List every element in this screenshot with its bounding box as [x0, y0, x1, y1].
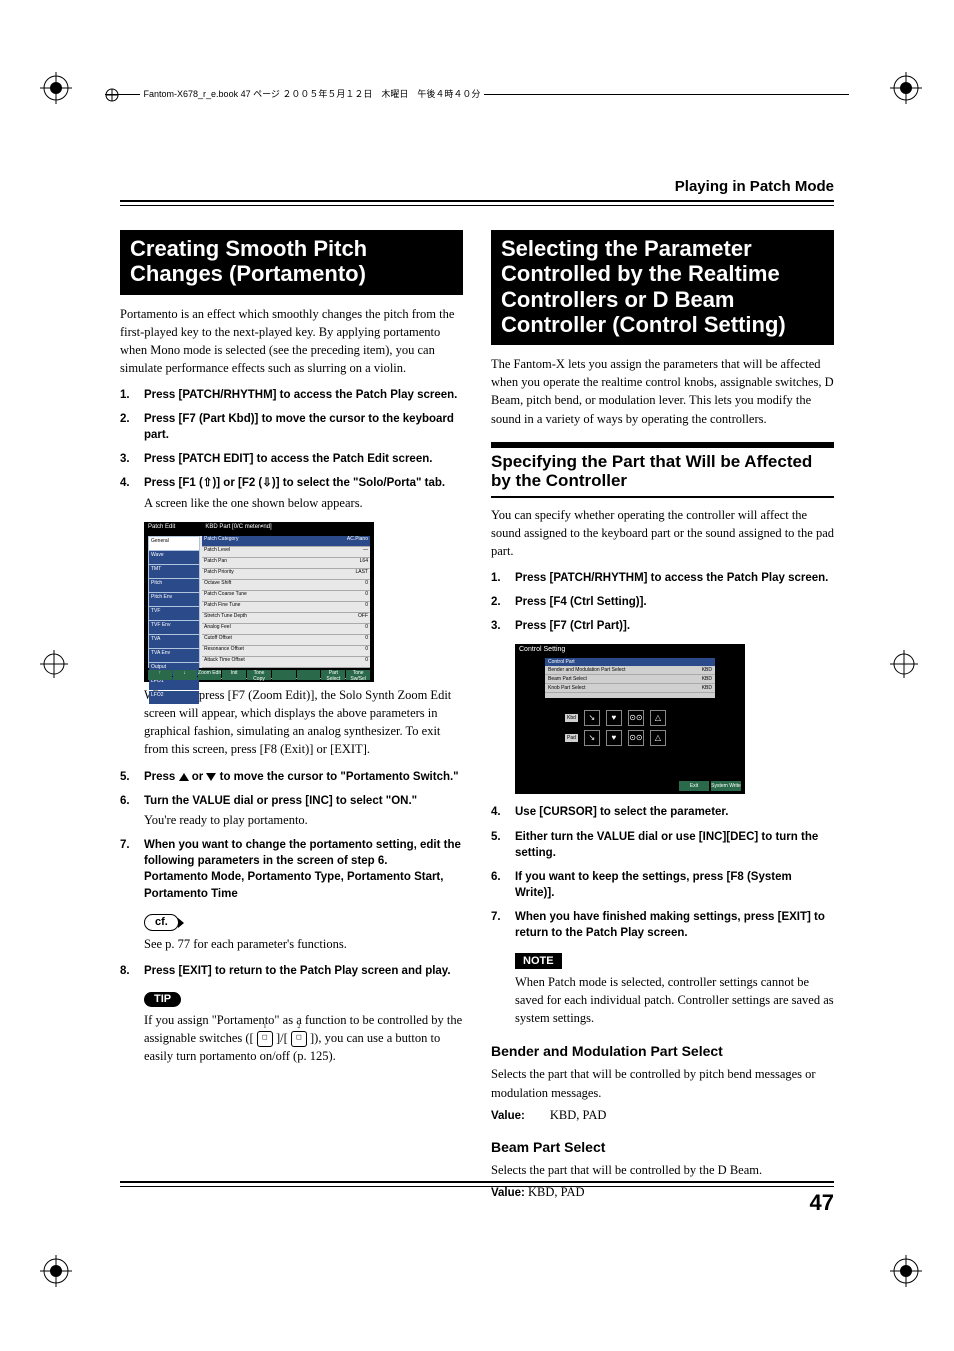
- steps-list-2: Press or to move the cursor to "Portamen…: [120, 769, 463, 902]
- param-value: Value: KBD, PAD: [491, 1108, 834, 1123]
- step-text: Press [PATCH EDIT] to access the Patch E…: [144, 453, 432, 465]
- step-text: When you want to change the portamento s…: [144, 839, 461, 867]
- step-follow: A screen like the one shown below appear…: [144, 495, 463, 513]
- steps-list-2: Use [CURSOR] to select the parameter. Ei…: [491, 804, 834, 941]
- sub-intro-text: You can specify whether operating the co…: [491, 506, 834, 560]
- step-text: Press [PATCH/RHYTHM] to access the Patch…: [515, 572, 828, 584]
- cf-text: See p. 77 for each parameter's functions…: [144, 935, 463, 953]
- tip-badge: TIP: [144, 992, 181, 1007]
- step-text: Press [F7 (Part Kbd)] to move the cursor…: [144, 413, 454, 441]
- page-number: 47: [810, 1190, 834, 1216]
- rule: [120, 200, 834, 206]
- left-column: Creating Smooth Pitch Changes (Portament…: [120, 230, 463, 1221]
- step-text: Use [CURSOR] to select the parameter.: [515, 806, 728, 818]
- param-text: Selects the part that will be controlled…: [491, 1161, 834, 1179]
- steps-list-3: Press [EXIT] to return to the Patch Play…: [120, 963, 463, 979]
- patch-edit-screenshot: Patch Edit KBD Part [0/C meter≠nd] Gener…: [144, 522, 374, 682]
- step-text: Turn the VALUE dial or press [INC] to se…: [144, 795, 417, 807]
- down-arrow-icon: [206, 773, 216, 781]
- steps-list: Press [PATCH/RHYTHM] to access the Patch…: [491, 570, 834, 634]
- subsection-title: Specifying the Part that Will be Affecte…: [491, 442, 834, 498]
- intro-text: The Fantom-X lets you assign the paramet…: [491, 355, 834, 428]
- bottom-rule: [120, 1181, 834, 1183]
- note-badge: NOTE: [515, 953, 562, 969]
- step-text: Press or to move the cursor to "Portamen…: [144, 771, 459, 783]
- step-text: Portamento Mode, Portamento Type, Portam…: [144, 871, 443, 899]
- step-text: Either turn the VALUE dial or use [INC][…: [515, 831, 818, 859]
- tip-text: If you assign "Portamento" as a function…: [144, 1011, 463, 1065]
- step-text: Press [PATCH/RHYTHM] to access the Patch…: [144, 389, 457, 401]
- section-title: Selecting the Parameter Controlled by th…: [491, 230, 834, 345]
- intro-text: Portamento is an effect which smoothly c…: [120, 305, 463, 378]
- right-column: Selecting the Parameter Controlled by th…: [491, 230, 834, 1221]
- running-head: Playing in Patch Mode: [675, 178, 834, 195]
- step-follow: You're ready to play portamento.: [144, 812, 463, 830]
- step-text: Press [EXIT] to return to the Patch Play…: [144, 965, 451, 977]
- step-text: Press [F4 (Ctrl Setting)].: [515, 596, 647, 608]
- step-text: Press [F7 (Ctrl Part)].: [515, 620, 630, 632]
- up-arrow-icon: [179, 773, 189, 781]
- param-heading: Bender and Modulation Part Select: [491, 1043, 834, 1059]
- param-value: Value: KBD, PAD: [491, 1185, 834, 1200]
- step-text: If you want to keep the settings, press …: [515, 871, 792, 899]
- step-text: Press [F1 (⇧)] or [F2 (⇩)] to select the…: [144, 477, 445, 489]
- section-title: Creating Smooth Pitch Changes (Portament…: [120, 230, 463, 295]
- param-text: Selects the part that will be controlled…: [491, 1065, 834, 1101]
- steps-list: Press [PATCH/RHYTHM] to access the Patch…: [120, 387, 463, 512]
- switch-1-icon: ◻: [257, 1031, 273, 1047]
- control-setting-screenshot: Control Setting Control Part Bender and …: [515, 644, 745, 794]
- note-text: When Patch mode is selected, controller …: [515, 973, 834, 1027]
- print-header: Fantom-X678_r_e.book 47 ページ ２００５年５月１２日 木…: [105, 87, 849, 102]
- switch-2-icon: ◻: [291, 1031, 307, 1047]
- param-heading: Beam Part Select: [491, 1139, 834, 1155]
- step-text: When you have finished making settings, …: [515, 911, 825, 939]
- cf-badge: cf.: [144, 914, 179, 931]
